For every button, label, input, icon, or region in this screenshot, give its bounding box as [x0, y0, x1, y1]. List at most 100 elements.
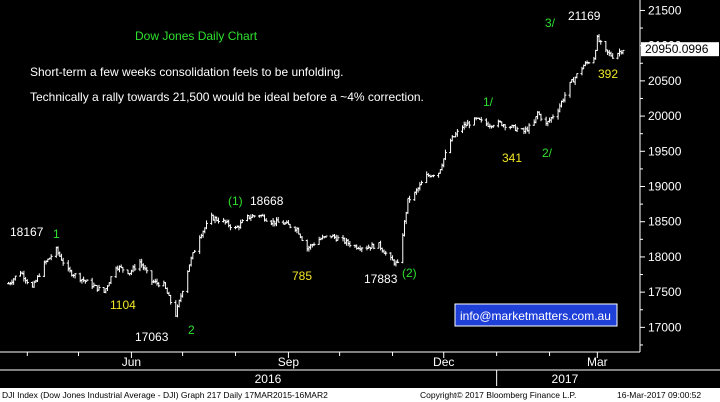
chart-background — [0, 0, 720, 388]
year-label: 2016 — [255, 372, 282, 386]
chart-footer: DJI Index (Dow Jones Industrial Average … — [0, 388, 720, 402]
footer-timestamp: 16-Mar-2017 09:00:52 — [617, 390, 702, 400]
ohlc-bar — [611, 53, 615, 59]
wave-annotation: 341 — [502, 151, 522, 165]
info-box-email[interactable]: info@marketmatters.com.au — [460, 309, 611, 323]
y-tick-label: 17500 — [648, 285, 682, 299]
ohlc-bar — [420, 180, 424, 186]
note-consolidation: Short-term a few weeks consolidation fee… — [30, 65, 344, 79]
ohlc-bars-layer — [7, 34, 625, 318]
ohlc-bar — [539, 113, 543, 122]
ohlc-bar — [563, 92, 567, 103]
wave-annotation: (1) — [228, 194, 243, 208]
ohlc-bar — [97, 284, 101, 291]
ohlc-bar — [169, 294, 173, 305]
wave-annotation: 785 — [292, 269, 312, 283]
year-label: 2017 — [552, 372, 579, 386]
info-box-frame — [454, 303, 618, 327]
ohlc-bar — [527, 123, 531, 134]
ohlc-bar — [503, 124, 507, 131]
ohlc-bar — [431, 174, 435, 178]
wave-annotation: 21169 — [568, 9, 601, 23]
y-tick-label: 17000 — [648, 320, 682, 334]
ohlc-bar — [240, 219, 244, 224]
ohlc-bar — [37, 273, 41, 278]
note-rally-target: Technically a rally towards 21,500 would… — [30, 90, 424, 104]
footer-copyright: Copyright© 2017 Bloomberg Finance L.P. — [420, 390, 577, 400]
ohlc-bar — [336, 235, 340, 241]
ohlc-bar — [348, 241, 352, 248]
wave-annotation: 1104 — [110, 298, 136, 312]
ohlc-bar — [181, 290, 185, 298]
wave-annotation: 17063 — [135, 330, 169, 344]
ohlc-bar — [384, 250, 388, 256]
ohlc-bar — [587, 61, 591, 64]
info-box[interactable]: info@marketmatters.com.au — [454, 303, 618, 327]
ohlc-bar — [551, 114, 555, 120]
ohlc-bar — [360, 247, 364, 253]
ohlc-bar — [515, 126, 519, 132]
wave-annotation: (2) — [402, 266, 417, 280]
chart-title: Dow Jones Daily Chart — [135, 29, 258, 43]
last-price-value: 20950.0996 — [645, 42, 709, 56]
y-tick-label: 21500 — [648, 3, 682, 17]
ohlc-bar — [109, 276, 113, 285]
ohlc-bar — [455, 129, 459, 137]
x-tick-label: Mar — [587, 355, 608, 369]
wave-annotation: 392 — [598, 67, 618, 81]
wave-annotation: 1 — [53, 227, 60, 241]
ohlc-bar — [312, 242, 316, 247]
wave-annotation: 18167 — [10, 225, 44, 239]
footer-security-info: DJI Index (Dow Jones Industrial Average … — [2, 390, 328, 400]
y-tick-label: 20000 — [648, 109, 682, 123]
ohlc-bar — [372, 243, 376, 250]
wave-annotation: 17883 — [364, 272, 398, 286]
ohlc-bar — [49, 254, 53, 261]
ohlc-bar — [324, 235, 328, 238]
y-tick-label: 19500 — [648, 144, 682, 158]
x-tick-label: Jun — [122, 355, 141, 369]
ohlc-bar — [228, 224, 232, 231]
ohlc-bar — [408, 195, 412, 203]
price-chart: 17000 17500 18000 18500 19000 19500 20000 20500… — [0, 0, 720, 388]
x-tick-label: Dec — [433, 355, 454, 369]
ohlc-bar — [13, 275, 17, 281]
wave-annotation: 18668 — [250, 194, 284, 208]
ohlc-bar — [205, 220, 209, 230]
ohlc-bar — [157, 282, 161, 288]
ohlc-bar — [193, 250, 197, 254]
ohlc-bar — [575, 73, 579, 79]
ohlc-bar — [599, 39, 603, 45]
ohlc-bar — [85, 279, 89, 282]
y-tick-label: 19000 — [648, 180, 682, 194]
ohlc-bar — [300, 236, 304, 242]
ohlc-bar — [25, 279, 29, 285]
ohlc-bar — [264, 218, 268, 222]
x-tick-label: Sep — [278, 355, 300, 369]
wave-annotation: 2/ — [542, 146, 553, 160]
y-tick-label: 18000 — [648, 250, 682, 264]
annotations-layer: 18167 1 1104 17063 2 (1) 18668 785 17883 (2) 1/341… — [10, 9, 618, 344]
wave-annotation: 3/ — [545, 16, 556, 30]
ohlc-bar — [443, 149, 447, 161]
ohlc-bar — [121, 266, 125, 273]
y-tick-label: 20500 — [648, 74, 682, 88]
ohlc-bar — [133, 264, 137, 272]
ohlc-bar — [288, 223, 292, 229]
wave-annotation: 2 — [188, 323, 195, 337]
ohlc-bar — [396, 259, 400, 264]
ohlc-bar — [216, 217, 220, 224]
axes-layer: 17000 17500 18000 18500 19000 19500 20000 20500… — [0, 0, 720, 386]
ohlc-bar — [491, 124, 495, 128]
ohlc-bar — [145, 266, 149, 274]
ohlc-bar — [479, 116, 483, 123]
ohlc-bar — [276, 216, 280, 223]
ohlc-bar — [621, 49, 625, 55]
wave-annotation: 1/ — [483, 95, 494, 109]
last-price-tag: 20950.0996 — [641, 42, 719, 57]
ohlc-bar — [73, 273, 77, 279]
y-tick-label: 18500 — [648, 215, 682, 229]
ohlc-bar — [467, 120, 471, 129]
ohlc-bar — [61, 257, 65, 266]
ohlc-bar — [252, 215, 256, 218]
